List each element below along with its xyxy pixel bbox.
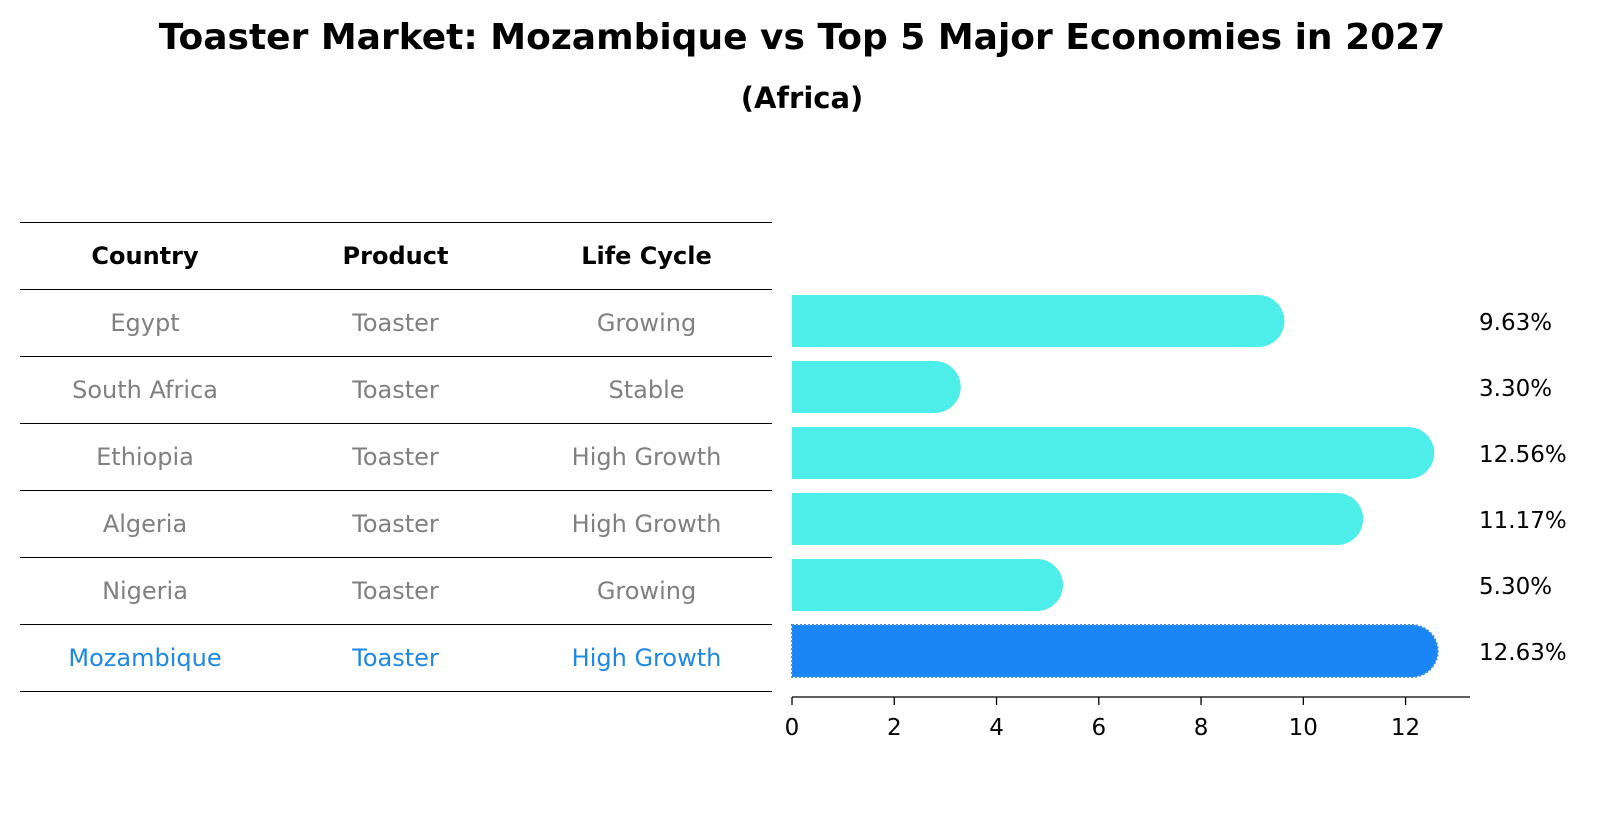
table-row: Egypt Toaster Growing (20, 289, 772, 356)
x-tick-label: 4 (989, 715, 1004, 741)
cell-life-cycle: High Growth (571, 510, 722, 538)
data-table: Country Product Life Cycle Egypt Toaster… (20, 222, 772, 692)
chart-subtitle: (Africa) (740, 81, 864, 115)
header-country: Country (91, 242, 199, 270)
bar-south-africa (792, 361, 961, 413)
cell-product: Toaster (352, 577, 439, 605)
table-row: South Africa Toaster Stable (20, 356, 772, 423)
cell-country: Ethiopia (96, 443, 194, 471)
data-label: 12.56% (1479, 442, 1567, 468)
cell-country: Nigeria (102, 577, 188, 605)
cell-country: South Africa (72, 376, 218, 404)
cell-product: Toaster (352, 443, 439, 471)
cell-product: Toaster (352, 644, 439, 672)
bar-algeria (792, 493, 1364, 545)
cell-country: Mozambique (68, 644, 222, 672)
table-row: Algeria Toaster High Growth (20, 490, 772, 557)
bar-mozambique (791, 624, 1439, 678)
cell-product: Toaster (352, 309, 439, 337)
x-tick-label: 8 (1194, 715, 1209, 741)
x-tick-label: 0 (785, 715, 800, 741)
data-label: 11.17% (1479, 508, 1567, 534)
table-row: Nigeria Toaster Growing (20, 557, 772, 624)
cell-life-cycle: Growing (596, 309, 697, 337)
table-header-row: Country Product Life Cycle (20, 222, 772, 289)
chart-title: Toaster Market: Mozambique vs Top 5 Majo… (158, 17, 1446, 58)
cell-product: Toaster (352, 376, 439, 404)
x-tick-label: 2 (887, 715, 902, 741)
bar-ethiopia (792, 427, 1435, 479)
table-row-highlight: Mozambique Toaster High Growth (20, 624, 772, 692)
cell-life-cycle: High Growth (571, 644, 722, 672)
header-product: Product (342, 242, 449, 270)
bar-egypt (792, 295, 1285, 347)
x-tick-label: 10 (1289, 715, 1318, 741)
cell-life-cycle: Growing (596, 577, 697, 605)
header-life-cycle: Life Cycle (581, 242, 712, 270)
table-row: Ethiopia Toaster High Growth (20, 423, 772, 490)
cell-country: Algeria (102, 510, 188, 538)
x-tick-label: 6 (1091, 715, 1106, 741)
data-label: 9.63% (1479, 310, 1552, 336)
data-label: 3.30% (1479, 376, 1552, 402)
bar-nigeria (792, 559, 1063, 611)
data-label: 12.63% (1479, 640, 1567, 666)
cell-life-cycle: Stable (608, 376, 685, 404)
cell-country: Egypt (110, 309, 180, 337)
x-tick-label: 12 (1391, 715, 1420, 741)
cell-life-cycle: High Growth (571, 443, 722, 471)
cell-product: Toaster (352, 510, 439, 538)
data-label: 5.30% (1479, 574, 1552, 600)
